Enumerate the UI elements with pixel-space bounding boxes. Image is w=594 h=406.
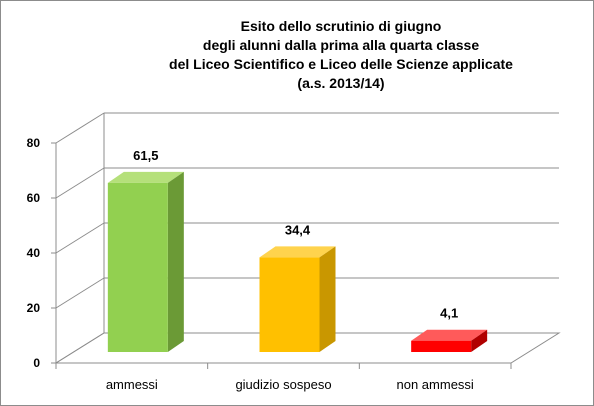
category-label-1: giudizio sospeso xyxy=(235,377,331,392)
category-label-2: non ammessi xyxy=(397,377,474,392)
data-label-1: 34,4 xyxy=(285,222,311,237)
chart-title-line-2: degli alunni dalla prima alla quarta cla… xyxy=(202,37,480,53)
bar-0 xyxy=(107,182,168,352)
chart-title-line-4: (a.s. 2013/14) xyxy=(297,75,385,91)
gridline-depth-1 xyxy=(55,277,105,309)
bar-top-2 xyxy=(411,329,488,341)
chart-title: Esito dello scrutinio di giugno degli al… xyxy=(121,17,561,93)
y-tick-label-0: 0 xyxy=(33,356,40,370)
bar-top-0 xyxy=(107,171,184,183)
y-tick-label-2: 40 xyxy=(27,246,41,260)
y-tick-label-3: 60 xyxy=(27,191,41,205)
gridline-depth-2 xyxy=(55,222,105,254)
bar-side-0 xyxy=(167,171,184,352)
chart-title-line-3: del Liceo Scientifico e Liceo delle Scie… xyxy=(169,56,513,72)
gridline-depth-4 xyxy=(55,112,105,144)
category-label-0: ammessi xyxy=(106,377,158,392)
data-label-2: 4,1 xyxy=(440,306,458,321)
gridline-depth-3 xyxy=(55,167,105,199)
y-tick-label-1: 20 xyxy=(27,301,41,315)
bar-top-1 xyxy=(259,246,336,258)
data-label-0: 61,5 xyxy=(133,148,158,163)
y-tick-label-4: 80 xyxy=(27,136,41,150)
chart-title-line-1: Esito dello scrutinio di giugno xyxy=(240,18,442,34)
bar-2 xyxy=(411,340,472,352)
bar-side-2 xyxy=(471,329,488,352)
bar-1 xyxy=(259,257,320,352)
bar-side-1 xyxy=(319,246,336,352)
